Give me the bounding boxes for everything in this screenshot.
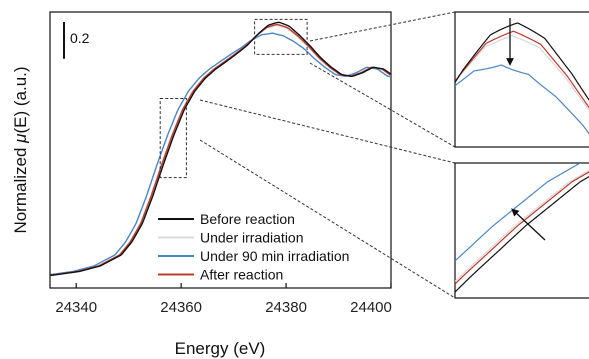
main-series-group (50, 21, 391, 276)
x-tick-label: 24360 (160, 299, 202, 316)
series-line-after-reaction (455, 171, 589, 285)
series-line-under-90-min-irradiation (455, 64, 589, 135)
zoom-box-peak (254, 18, 308, 55)
inset-edge-arrow (511, 208, 546, 241)
connector-lines (199, 11, 456, 299)
series-line-before-reaction (455, 22, 589, 101)
zoom-box-edge (159, 98, 187, 179)
series-line-under-90-min-irradiation (50, 32, 391, 276)
legend: Before reaction Under irradiation Under 90… (158, 211, 349, 283)
legend-label: After reaction (200, 267, 283, 283)
x-axis-ticks: 24340 24360 24380 24400 (55, 283, 392, 316)
x-axis-label: Energy (eV) (175, 339, 266, 358)
scale-bar-label: 0.2 (70, 30, 90, 46)
legend-label: Under 90 min irradiation (200, 248, 349, 264)
series-line-after-reaction (50, 23, 391, 276)
series-line-before-reaction (50, 21, 391, 276)
main-plot-frame (49, 11, 392, 289)
x-tick-label: 24380 (265, 299, 307, 316)
series-line-under-irradiation (455, 34, 589, 112)
connector-edge-top (199, 99, 456, 164)
connector-peak-bottom (309, 62, 456, 148)
connector-peak-top (309, 11, 456, 42)
series-line-before-reaction (455, 176, 589, 293)
legend-label: Under irradiation (200, 230, 304, 246)
series-line-after-reaction (455, 30, 589, 109)
inset-peak-frame (454, 11, 589, 148)
y-axis-label: Normalized μ(E) (a.u.) (11, 66, 30, 233)
inset-peak-series (455, 22, 589, 135)
inset-edge-frame (454, 162, 589, 299)
series-line-under-90-min-irradiation (455, 163, 582, 262)
legend-label: Before reaction (200, 211, 295, 227)
x-tick-label: 24340 (55, 299, 97, 316)
x-tick-label: 24400 (350, 299, 392, 316)
